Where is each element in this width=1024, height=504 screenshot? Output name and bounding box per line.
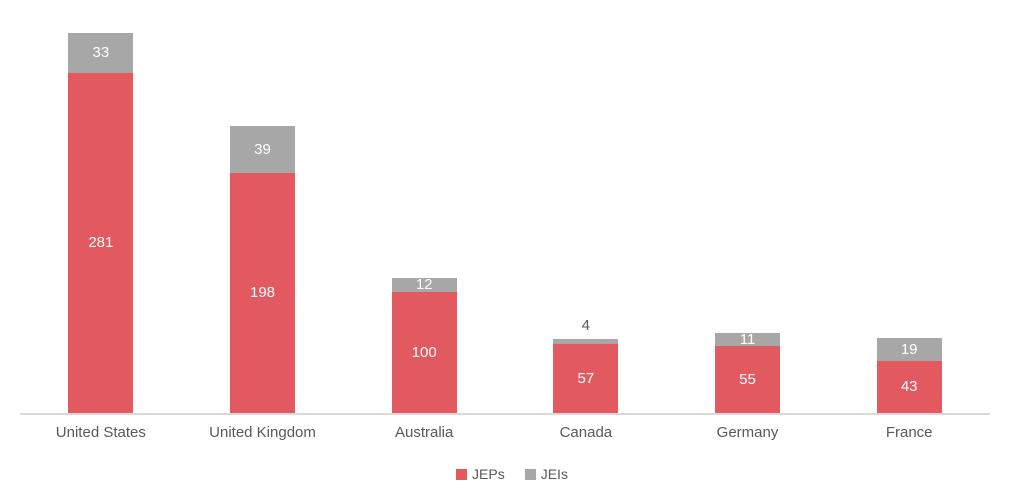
- x-axis-category-labels: United States United Kingdom Australia Cana…: [20, 424, 990, 441]
- segment-jeps-canada: 57: [553, 344, 619, 413]
- bar-australia: 12 100: [391, 277, 457, 413]
- segment-jeis-australia: 12: [391, 277, 457, 292]
- bar-canada: 4 57: [553, 317, 619, 413]
- bar-united-states: 33 281: [68, 33, 134, 413]
- bar-slot-united-states: 33 281: [20, 0, 182, 413]
- segment-jeis-united-states: 33: [68, 33, 134, 73]
- category-label-canada: Canada: [559, 424, 613, 441]
- bar-slot-australia: 12 100: [343, 0, 505, 413]
- value-label-jeis-canada: 4: [581, 317, 591, 335]
- legend-item-jeps: JEPs: [456, 466, 505, 482]
- bar-slot-germany: 11 55: [667, 0, 829, 413]
- category-label-united-kingdom: United Kingdom: [209, 424, 316, 441]
- segment-jeis-germany: 11: [715, 332, 781, 347]
- legend-label-jeis: JEIs: [540, 466, 568, 482]
- bar-slot-canada: 4 57: [505, 0, 667, 413]
- plot-area: 33 281 39 198 12 100 4 57 11 55 19 43: [20, 0, 990, 415]
- segment-jeis-canada: [553, 339, 619, 344]
- segment-jeis-france: 19: [876, 338, 942, 361]
- segment-jeps-united-kingdom: 198: [230, 173, 295, 413]
- bar-united-kingdom: 39 198: [230, 126, 295, 413]
- category-label-france: France: [885, 424, 933, 441]
- legend-swatch-jeps-icon: [456, 468, 468, 480]
- bar-france: 19 43: [876, 338, 942, 413]
- bar-slot-united-kingdom: 39 198: [182, 0, 344, 413]
- category-label-australia: Australia: [395, 424, 454, 441]
- category-label-germany: Germany: [716, 424, 779, 441]
- legend-swatch-jeis-icon: [524, 468, 536, 480]
- legend-item-jeis: JEIs: [524, 466, 568, 482]
- legend-label-jeps: JEPs: [472, 466, 505, 482]
- segment-jeis-united-kingdom: 39: [230, 126, 295, 174]
- segment-jeps-germany: 55: [715, 346, 781, 413]
- segment-jeps-france: 43: [876, 361, 942, 413]
- bar-slot-france: 19 43: [828, 0, 990, 413]
- segment-jeps-australia: 100: [391, 292, 457, 413]
- legend: JEPs JEIs: [0, 466, 1024, 482]
- segment-jeps-united-states: 281: [68, 72, 134, 413]
- bar-germany: 11 55: [715, 332, 781, 413]
- category-label-united-states: United States: [55, 424, 146, 441]
